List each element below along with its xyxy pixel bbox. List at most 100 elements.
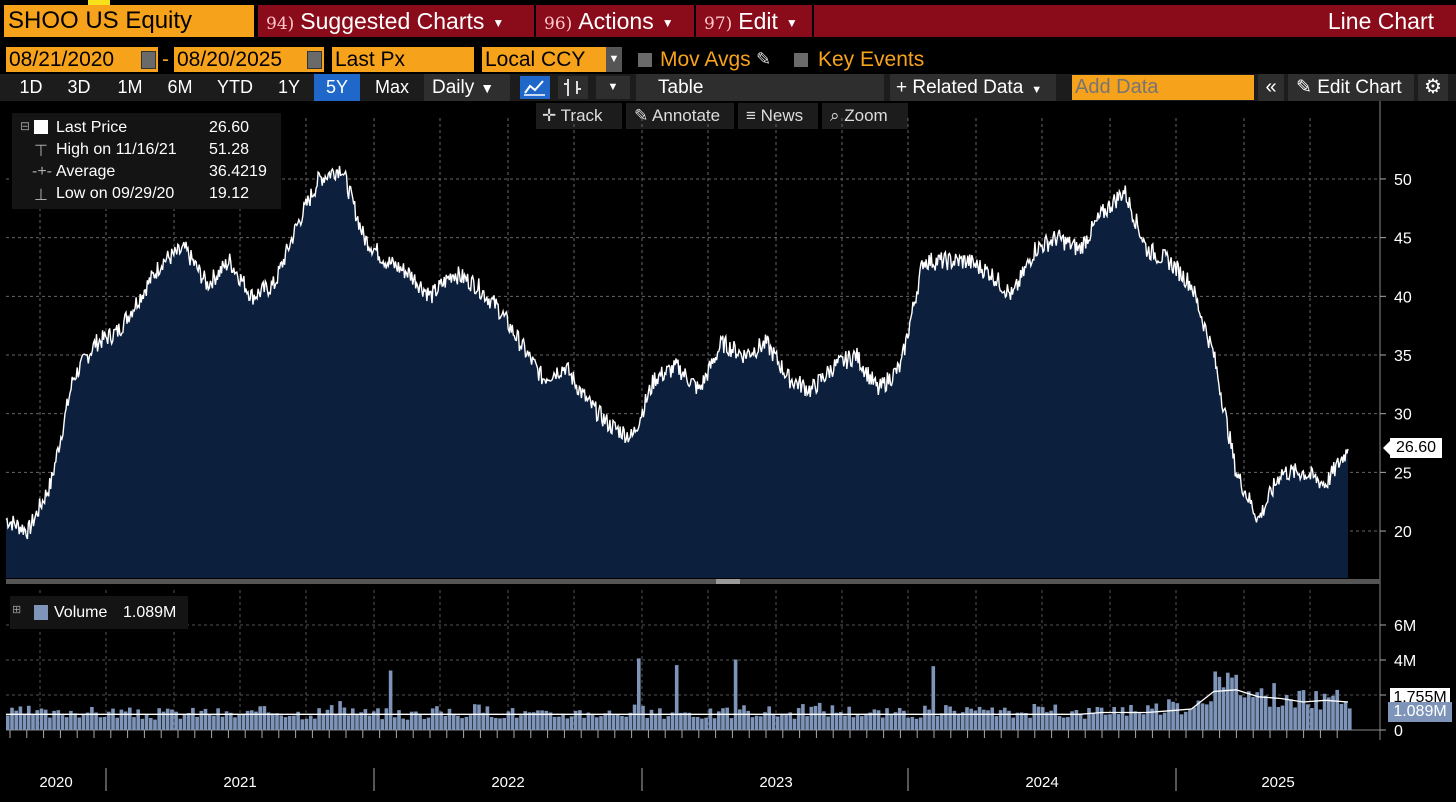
volume-bar (611, 715, 616, 730)
volume-bar (881, 717, 885, 730)
volume-bar (653, 714, 658, 730)
volume-bar (1339, 703, 1344, 730)
volume-bar (1019, 712, 1024, 730)
volume-bar (317, 708, 321, 730)
period-max[interactable]: Max (374, 77, 409, 97)
volume-bar (809, 706, 814, 730)
bar-chart-style-button[interactable] (558, 76, 588, 99)
volume-bar (107, 711, 111, 730)
menu-label: Suggested Charts (300, 8, 485, 34)
volume-bar (670, 712, 675, 730)
volume-bar (956, 713, 961, 730)
collapse-box-icon[interactable]: ⊟ (20, 119, 31, 133)
volume-bar (435, 706, 439, 730)
chart-style-dropdown-icon[interactable]: ▼ (596, 76, 630, 99)
volume-bar (1057, 716, 1062, 730)
pencil-icon[interactable]: ✎ (756, 49, 772, 69)
edit-menu[interactable]: 97) Edit ▼ (696, 5, 814, 37)
volume-bar (178, 718, 183, 730)
volume-bar (927, 709, 931, 730)
volume-bar (199, 710, 204, 730)
volume-bar (902, 710, 906, 730)
start-date-field[interactable]: 08/21/2020 (6, 47, 158, 72)
menu-number: 96) (544, 14, 573, 34)
period-1m[interactable]: 1M (117, 77, 143, 97)
period-3d[interactable]: 3D (67, 77, 91, 97)
calendar-icon[interactable] (307, 51, 322, 69)
pen-icon: ✎ (634, 106, 649, 125)
period-ytd[interactable]: YTD (217, 77, 253, 97)
volume-bar (759, 716, 763, 730)
related-data-menu[interactable]: + Related Data ▼ (890, 74, 1056, 101)
volume-bar (1040, 707, 1045, 730)
zoom-label: Zoom (844, 106, 888, 125)
volume-bar (662, 718, 666, 730)
volume-bar (599, 716, 603, 730)
zoom-tool[interactable]: ⌕ Zoom (822, 103, 908, 129)
news-tool[interactable]: ≡ News (738, 103, 818, 129)
volume-bar (1221, 687, 1226, 730)
legend-low-label: Low on 09/29/20 (56, 185, 175, 202)
ticker-field[interactable]: SHOO US Equity (4, 5, 254, 37)
end-date-field[interactable]: 08/20/2025 (174, 47, 324, 72)
period-5y[interactable]: 5Y (314, 74, 360, 101)
volume-bar (969, 708, 973, 730)
volume-bar (401, 718, 405, 730)
suggested-charts-menu[interactable]: 94) Suggested Charts ▼ (258, 5, 536, 37)
volume-bar (582, 717, 586, 730)
volume-bar (994, 716, 999, 730)
annotate-tool[interactable]: ✎ Annotate (626, 103, 734, 129)
frequency-select[interactable]: Daily ▼ (424, 74, 510, 101)
ticker-highlight-mark (88, 0, 110, 5)
price-tick-label: 35 (1394, 348, 1412, 365)
volume-bar (1125, 715, 1129, 730)
table-button[interactable]: Table (636, 74, 884, 101)
volume-bar (565, 718, 570, 730)
collapse-box-icon[interactable]: ⊞ (12, 604, 22, 616)
volume-bar (1268, 706, 1272, 730)
volume-bar (31, 714, 35, 730)
track-tool[interactable]: ✛ Track (536, 103, 622, 129)
volume-bar (847, 706, 851, 730)
key-events-checkbox[interactable] (794, 53, 808, 67)
pane-splitter[interactable] (6, 579, 1380, 584)
volume-bar (712, 718, 717, 730)
volume-bar (123, 711, 128, 730)
price-tick-label: 30 (1394, 407, 1412, 424)
start-date-value: 08/21/2020 (9, 48, 115, 71)
volume-bar (763, 712, 767, 730)
volume-bar (1104, 714, 1108, 730)
line-chart-style-button[interactable] (520, 76, 550, 99)
actions-menu[interactable]: 96) Actions ▼ (536, 5, 696, 37)
volume-bar (1095, 707, 1100, 730)
period-6m[interactable]: 6M (167, 77, 193, 97)
pencil-icon: ✎ (1296, 77, 1312, 98)
volume-bar (451, 713, 456, 730)
period-1d[interactable]: 1D (19, 77, 43, 97)
add-data-input[interactable] (1072, 75, 1254, 100)
volume-bar (456, 715, 460, 730)
calendar-icon[interactable] (141, 51, 156, 69)
splitter-grip-icon[interactable] (716, 579, 740, 584)
currency-dropdown-icon[interactable]: ▼ (606, 47, 622, 72)
volume-bar (708, 708, 713, 730)
volume-bar (6, 715, 10, 730)
volume-bar (1091, 713, 1095, 730)
mov-avgs-checkbox[interactable] (638, 53, 652, 67)
volume-bar (561, 713, 565, 730)
volume-bar (1015, 712, 1020, 730)
volume-bar (1024, 713, 1028, 730)
period-1y[interactable]: 1Y (277, 77, 301, 97)
currency-select[interactable]: Local CCY (482, 47, 606, 72)
collapse-double-chevron-icon[interactable]: « (1258, 74, 1284, 101)
gear-icon[interactable]: ⚙ (1418, 74, 1448, 101)
volume-bar (742, 705, 746, 730)
volume-bar (359, 712, 363, 730)
volume-average-line (6, 689, 1349, 715)
caret-down-icon: ▼ (492, 15, 505, 30)
year-label: 2020 (39, 774, 72, 791)
volume-bar (342, 707, 347, 730)
price-field-select[interactable]: Last Px (332, 47, 474, 72)
edit-chart-button[interactable]: ✎ Edit Chart (1288, 74, 1414, 101)
volume-bar (262, 706, 267, 730)
